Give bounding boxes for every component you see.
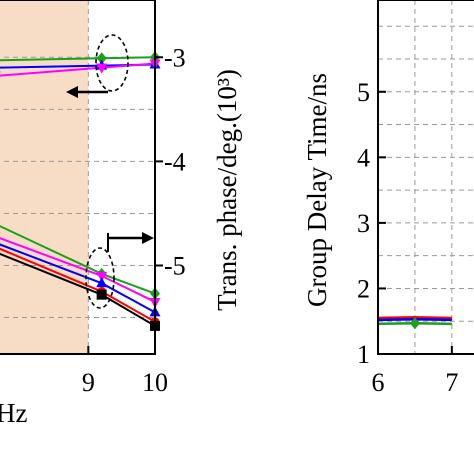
right-ytick-label: 2 <box>357 274 370 303</box>
left-xtick-label: 9 <box>82 368 95 397</box>
left-ytick-label: -5 <box>164 252 186 281</box>
right-plot-area <box>377 316 452 330</box>
left-data-point <box>96 63 108 74</box>
right-yaxis-label: Group Delay Time/ns <box>302 73 332 307</box>
left-xtick-label: 10 <box>142 368 168 397</box>
left-data-point <box>0 70 1 72</box>
right-gridlines <box>378 0 474 354</box>
right-xtick-label: 6 <box>372 368 385 397</box>
upper-annotation-ellipse <box>95 34 129 92</box>
right-ytick-label: 4 <box>357 143 370 172</box>
right-data-point <box>409 317 420 330</box>
left-shaded-band <box>0 0 89 354</box>
lower-arrow-head <box>142 232 154 244</box>
lower-annotation-ellipse <box>85 247 115 309</box>
right-ytick-label: 3 <box>357 209 370 238</box>
left-plot-frame <box>0 0 156 355</box>
left-data-point <box>96 52 107 65</box>
left-ytick-label: -4 <box>164 147 186 176</box>
upper-arrow-head <box>66 86 78 98</box>
left-data-point <box>96 277 108 288</box>
left-yaxis-label: Trans. phase/deg.(10³) <box>212 69 242 311</box>
right-ytick-label: 1 <box>357 340 370 369</box>
left-xaxis-label: Hz <box>0 398 27 428</box>
left-data-point <box>0 245 1 247</box>
left-ytick-label: -3 <box>164 43 186 72</box>
left-data-point <box>0 232 1 234</box>
right-plot-frame <box>377 0 474 355</box>
right-xtick-label: 7 <box>445 368 458 397</box>
left-data-point <box>96 289 107 300</box>
right-ytick-label: 5 <box>357 78 370 107</box>
right-axis-ticks: 6 7 1 2 3 4 5 <box>357 78 458 397</box>
left-data-point <box>96 271 108 282</box>
left-data-point <box>0 72 1 73</box>
left-axis-ticks: 9 10 -3 -4 -5 <box>82 43 186 397</box>
